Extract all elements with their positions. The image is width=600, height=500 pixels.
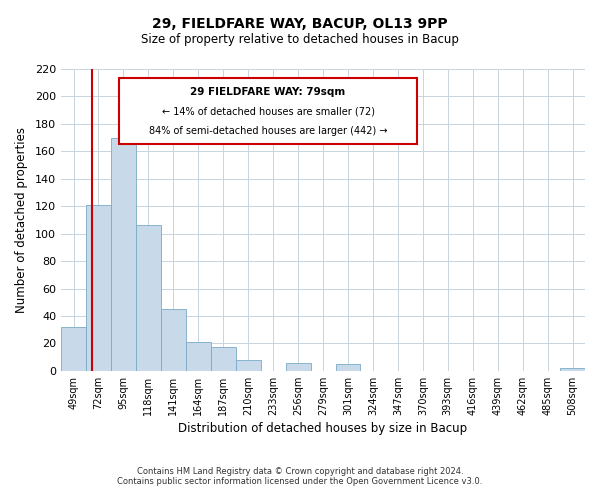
Bar xyxy=(211,348,236,371)
Bar xyxy=(136,226,161,371)
X-axis label: Distribution of detached houses by size in Bacup: Distribution of detached houses by size … xyxy=(178,422,467,435)
FancyBboxPatch shape xyxy=(119,78,418,144)
Text: 84% of semi-detached houses are larger (442) →: 84% of semi-detached houses are larger (… xyxy=(149,126,387,136)
Bar xyxy=(61,327,86,371)
Bar xyxy=(286,362,311,371)
Bar xyxy=(186,342,211,371)
Bar xyxy=(86,205,111,371)
Text: 29 FIELDFARE WAY: 79sqm: 29 FIELDFARE WAY: 79sqm xyxy=(190,87,346,97)
Bar xyxy=(236,360,260,371)
Bar xyxy=(335,364,361,371)
Bar xyxy=(560,368,585,371)
Bar xyxy=(111,138,136,371)
Y-axis label: Number of detached properties: Number of detached properties xyxy=(15,127,28,313)
Text: Size of property relative to detached houses in Bacup: Size of property relative to detached ho… xyxy=(141,32,459,46)
Bar xyxy=(161,309,186,371)
Text: Contains HM Land Registry data © Crown copyright and database right 2024.: Contains HM Land Registry data © Crown c… xyxy=(137,467,463,476)
Text: 29, FIELDFARE WAY, BACUP, OL13 9PP: 29, FIELDFARE WAY, BACUP, OL13 9PP xyxy=(152,18,448,32)
Text: ← 14% of detached houses are smaller (72): ← 14% of detached houses are smaller (72… xyxy=(161,106,374,117)
Text: Contains public sector information licensed under the Open Government Licence v3: Contains public sector information licen… xyxy=(118,477,482,486)
